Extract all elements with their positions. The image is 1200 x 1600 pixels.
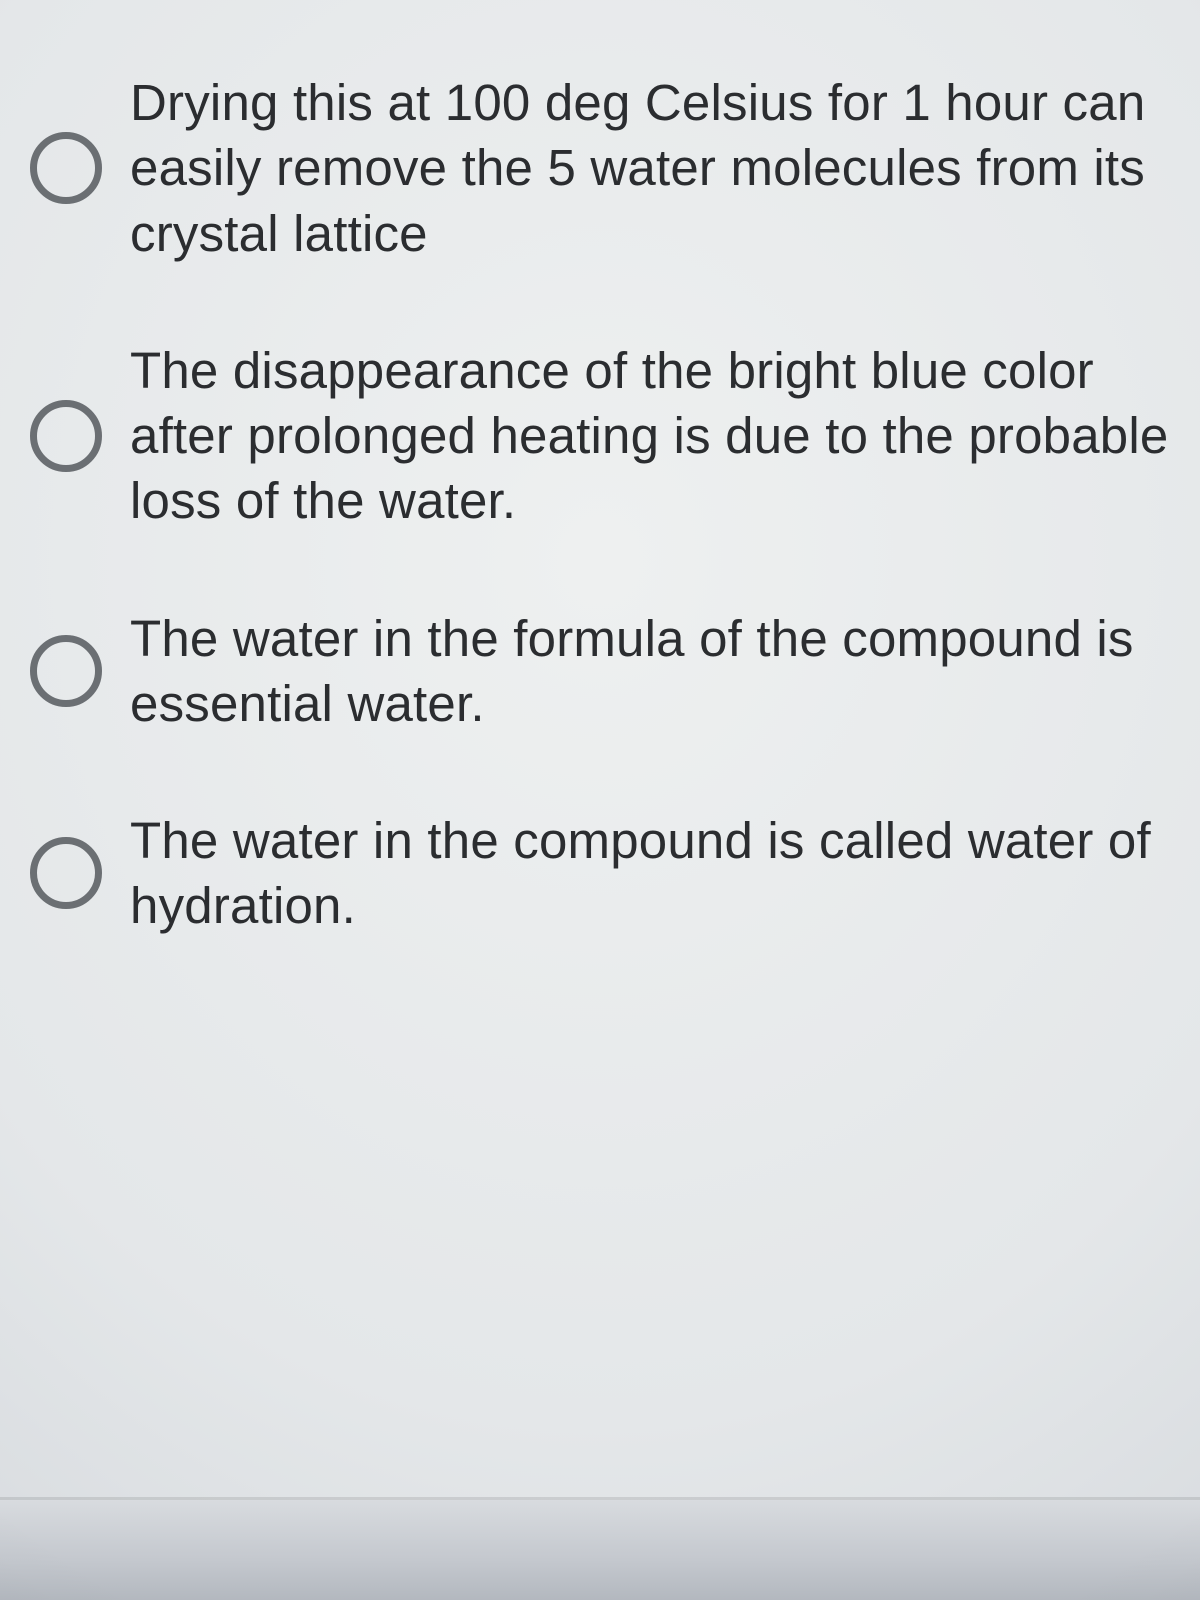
option-row[interactable]: The water in the formula of the compound… bbox=[24, 606, 1170, 737]
option-row[interactable]: Drying this at 100 deg Celsius for 1 hou… bbox=[24, 70, 1170, 266]
next-card-peek bbox=[0, 1500, 1200, 1600]
option-text: The disappearance of the bright blue col… bbox=[130, 338, 1170, 534]
radio-icon[interactable] bbox=[30, 837, 102, 909]
option-text: Drying this at 100 deg Celsius for 1 hou… bbox=[130, 70, 1170, 266]
option-row[interactable]: The water in the compound is called wate… bbox=[24, 808, 1170, 939]
question-card: Drying this at 100 deg Celsius for 1 hou… bbox=[0, 0, 1200, 1500]
option-text: The water in the compound is called wate… bbox=[130, 808, 1170, 939]
radio-icon[interactable] bbox=[30, 635, 102, 707]
option-row[interactable]: The disappearance of the bright blue col… bbox=[24, 338, 1170, 534]
option-text: The water in the formula of the compound… bbox=[130, 606, 1170, 737]
radio-icon[interactable] bbox=[30, 400, 102, 472]
radio-icon[interactable] bbox=[30, 132, 102, 204]
